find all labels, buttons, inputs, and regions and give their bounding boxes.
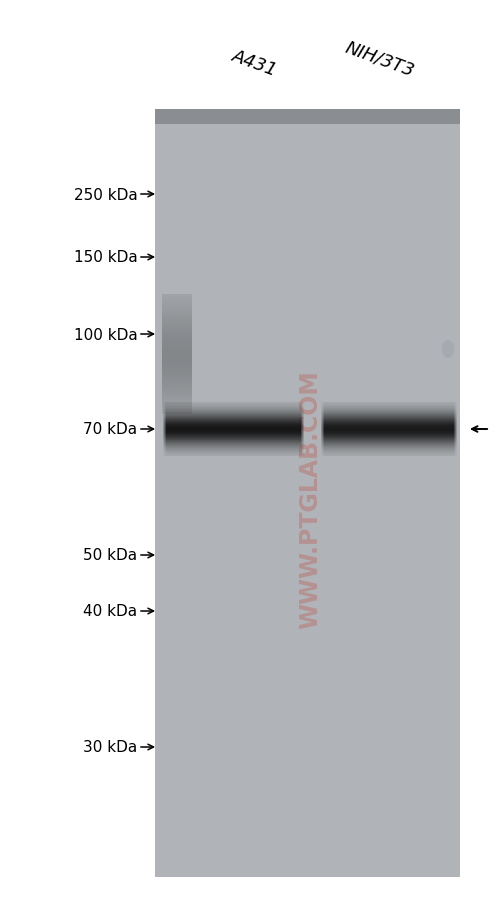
Text: A431: A431 (230, 47, 280, 80)
Text: 250 kDa: 250 kDa (74, 188, 138, 202)
Bar (155, 110, 460, 124)
Text: 70 kDa: 70 kDa (84, 422, 138, 437)
Text: 30 kDa: 30 kDa (83, 740, 138, 755)
Bar (155, 110, 460, 877)
Text: 100 kDa: 100 kDa (74, 327, 138, 342)
Ellipse shape (442, 341, 454, 359)
Text: WWW.PTGLAB.COM: WWW.PTGLAB.COM (298, 370, 322, 629)
Text: NIH/3T3: NIH/3T3 (343, 38, 417, 80)
Text: 40 kDa: 40 kDa (84, 603, 138, 619)
Text: 150 kDa: 150 kDa (74, 250, 138, 265)
Text: 50 kDa: 50 kDa (84, 548, 138, 563)
